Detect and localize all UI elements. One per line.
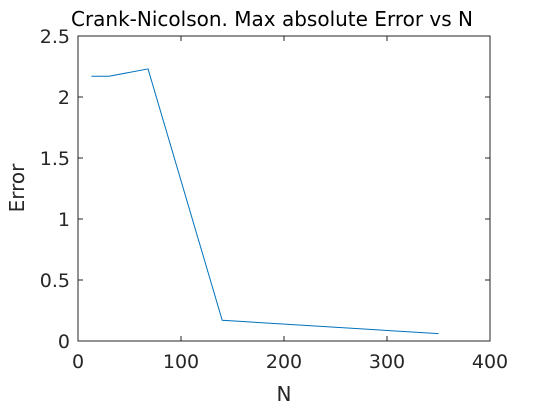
x-tick-label: 200 bbox=[266, 351, 302, 373]
x-tick-label: 300 bbox=[369, 351, 405, 373]
y-tick-label: 0.5 bbox=[40, 270, 70, 292]
series-line bbox=[91, 68, 439, 335]
x-tick-label: 400 bbox=[472, 351, 508, 373]
y-tick-label: 1 bbox=[58, 209, 70, 231]
x-tick-label: 100 bbox=[163, 351, 199, 373]
y-tick-label: 1.5 bbox=[40, 148, 70, 170]
y-tick-label: 2 bbox=[58, 87, 70, 109]
series-layer bbox=[91, 68, 439, 335]
plot-area bbox=[77, 35, 491, 342]
x-tick-label: 0 bbox=[72, 351, 84, 373]
x-axis-label: N bbox=[277, 382, 292, 406]
x-axis: 0 100 200 300 400 bbox=[72, 36, 508, 373]
y-axis-label: Error bbox=[5, 163, 29, 213]
chart-title: Crank-Nicolson. Max absolute Error vs N bbox=[71, 7, 473, 31]
y-tick-label: 0 bbox=[58, 331, 70, 353]
y-tick-label: 2.5 bbox=[40, 26, 70, 48]
y-axis: 0 0.5 1 1.5 2 2.5 bbox=[40, 26, 490, 353]
